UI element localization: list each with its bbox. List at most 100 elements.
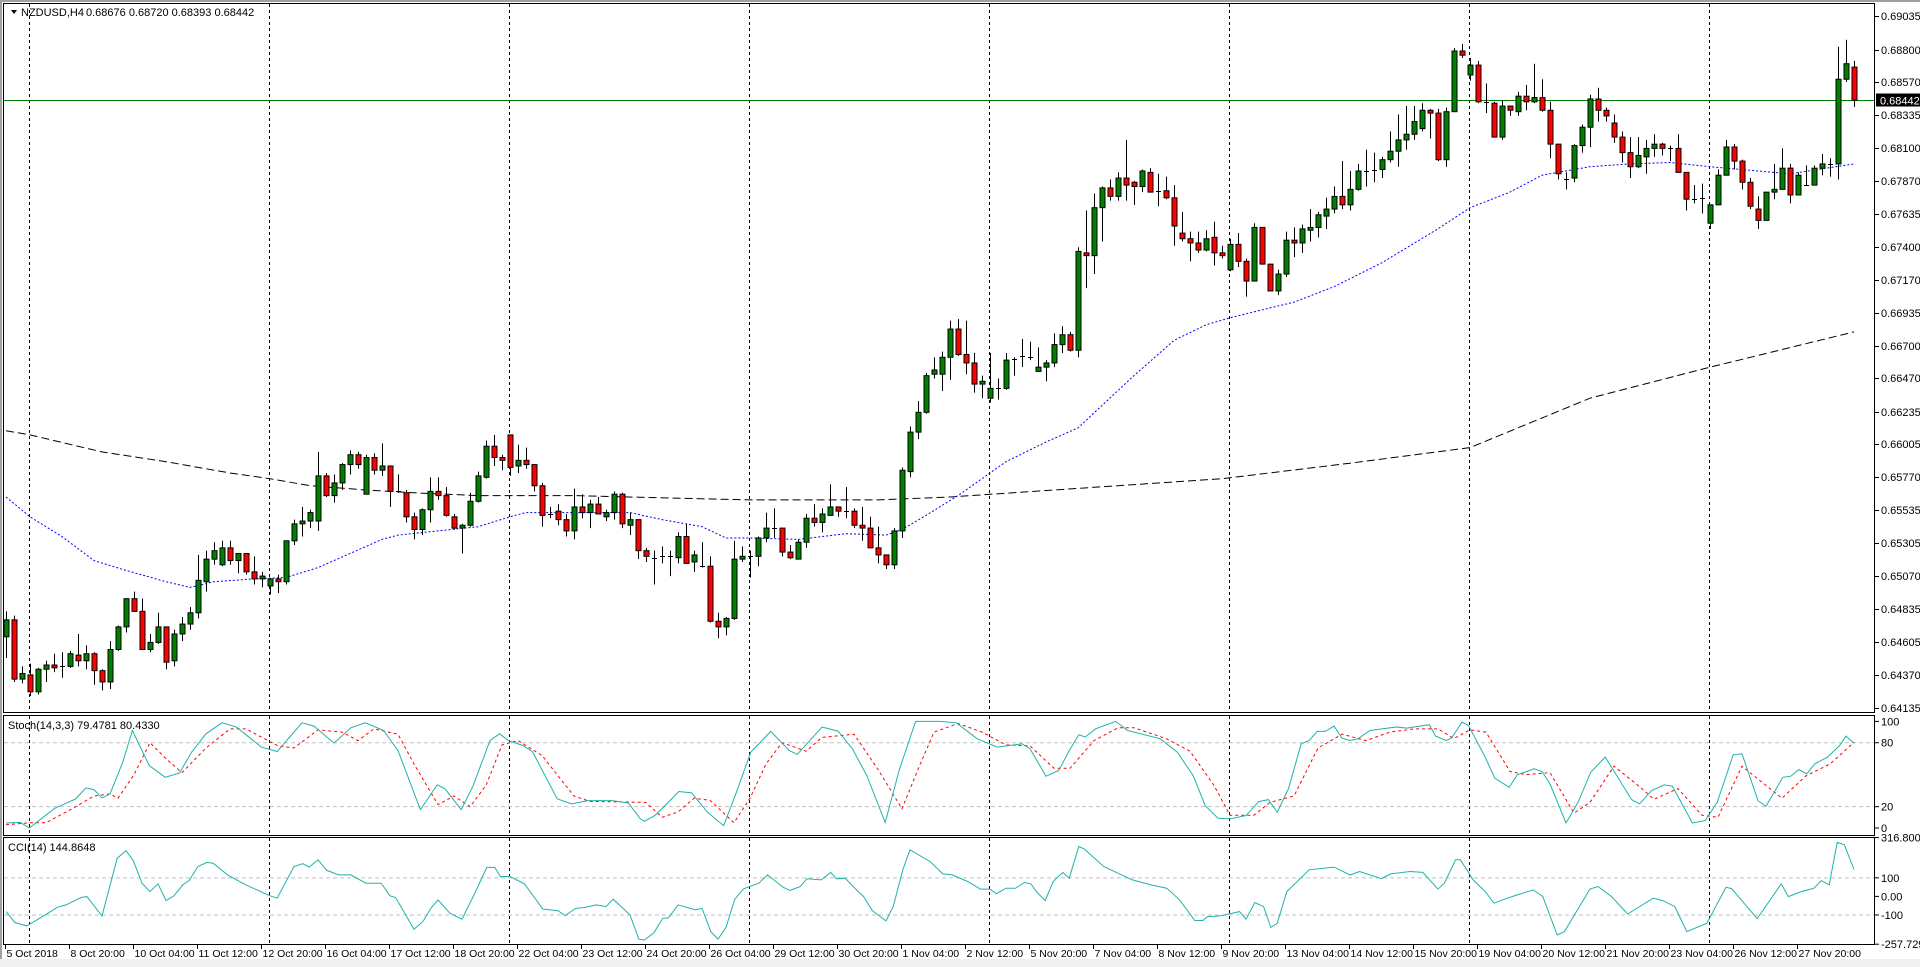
time-label: 17 Oct 12:00 bbox=[391, 948, 451, 960]
candle-body bbox=[459, 524, 466, 529]
price-plot[interactable] bbox=[4, 39, 1875, 697]
candle-body bbox=[1187, 238, 1194, 244]
candle-body bbox=[1355, 170, 1362, 190]
stoch-signal-line bbox=[5, 722, 1855, 826]
candle bbox=[1315, 211, 1322, 238]
candle bbox=[987, 353, 994, 403]
candle bbox=[1595, 87, 1602, 122]
candle-body bbox=[315, 475, 322, 522]
candle-body bbox=[1475, 64, 1482, 103]
candle bbox=[587, 499, 594, 529]
candle-body bbox=[139, 610, 146, 650]
candle bbox=[275, 574, 282, 594]
candle bbox=[1091, 193, 1098, 275]
candle bbox=[1443, 107, 1450, 167]
candle bbox=[675, 532, 682, 564]
ohlc-readout: 0.68676 0.68720 0.68393 0.68442 bbox=[86, 7, 254, 19]
candle bbox=[1028, 341, 1033, 361]
time-label: 21 Nov 20:00 bbox=[1607, 948, 1670, 960]
candle-body bbox=[971, 362, 978, 385]
candle bbox=[35, 667, 42, 695]
candle bbox=[459, 523, 466, 554]
price-label: 0.68800 bbox=[1881, 45, 1920, 57]
candle-body bbox=[1171, 197, 1178, 227]
candle-body bbox=[331, 482, 338, 497]
candle bbox=[1804, 165, 1809, 186]
candle-body bbox=[51, 664, 58, 669]
candle-body bbox=[867, 527, 874, 549]
candle bbox=[1020, 338, 1025, 368]
candle bbox=[1491, 101, 1498, 138]
candle bbox=[1387, 131, 1394, 163]
candle bbox=[1851, 60, 1858, 108]
candle-body bbox=[539, 485, 546, 516]
candle-body bbox=[683, 536, 690, 564]
candle bbox=[467, 492, 474, 527]
candle-body bbox=[1787, 167, 1794, 196]
candle bbox=[307, 509, 314, 529]
symbol-label: NZDUSD,H4 bbox=[21, 7, 84, 19]
candle bbox=[835, 506, 842, 517]
candle-body bbox=[1619, 136, 1626, 154]
vertical-grid bbox=[29, 4, 1710, 944]
candle bbox=[844, 487, 849, 519]
candle-body bbox=[1499, 105, 1506, 138]
candle bbox=[1195, 231, 1202, 253]
candle-body bbox=[1059, 334, 1066, 346]
time-axis[interactable]: 5 Oct 2018 8 Oct 20:00 10 Oct 04:00 11 Oct … bbox=[5, 945, 1862, 960]
candle-body bbox=[35, 668, 42, 693]
candle bbox=[1755, 196, 1762, 229]
candle bbox=[971, 353, 978, 393]
candle-body bbox=[1107, 187, 1114, 197]
candle bbox=[811, 504, 818, 527]
price-axis[interactable]: 0.69035 0.68800 0.68570 0.68335 0.68100 0.678… bbox=[1875, 11, 1920, 951]
candle-body bbox=[299, 520, 306, 525]
candle bbox=[1339, 161, 1346, 210]
candle-body bbox=[227, 547, 234, 562]
candle-body bbox=[83, 653, 90, 662]
stoch-axis-label: 0 bbox=[1881, 823, 1887, 835]
candle-body bbox=[931, 369, 938, 375]
stochastic-plot[interactable] bbox=[4, 720, 1875, 829]
candle-body bbox=[115, 626, 122, 650]
time-label: 5 Oct 2018 bbox=[7, 948, 59, 960]
price-label: 0.64605 bbox=[1881, 637, 1920, 649]
candle-body bbox=[1467, 64, 1474, 76]
cci-plot[interactable] bbox=[4, 841, 1875, 941]
candle bbox=[700, 542, 705, 568]
candle bbox=[1571, 144, 1578, 183]
time-label: 13 Nov 04:00 bbox=[1287, 948, 1350, 960]
candle bbox=[1291, 227, 1298, 258]
candle bbox=[123, 598, 130, 633]
candle-body bbox=[1779, 167, 1786, 190]
candle bbox=[4, 611, 10, 658]
candle bbox=[1668, 145, 1673, 162]
candle bbox=[1307, 209, 1314, 242]
candle-body bbox=[603, 512, 610, 518]
candle-body bbox=[1755, 208, 1762, 221]
candle bbox=[1539, 79, 1546, 112]
candle bbox=[939, 351, 946, 392]
cci-axis-label: 316.8004 bbox=[1881, 833, 1920, 845]
candle-body bbox=[851, 510, 858, 526]
candle bbox=[1795, 172, 1802, 196]
candle bbox=[1059, 326, 1066, 354]
candle-body bbox=[347, 454, 354, 466]
candle-body bbox=[979, 380, 986, 385]
candle-body bbox=[955, 328, 962, 355]
candle bbox=[451, 513, 458, 530]
candle bbox=[915, 401, 922, 440]
candle bbox=[171, 629, 178, 667]
stoch-panel-frame bbox=[3, 715, 1875, 836]
candle bbox=[1555, 143, 1562, 180]
price-label: 0.67870 bbox=[1881, 176, 1920, 188]
candle bbox=[371, 453, 378, 475]
candle-body bbox=[155, 626, 162, 643]
candle bbox=[851, 508, 858, 529]
candle bbox=[355, 451, 362, 469]
candle bbox=[1747, 178, 1754, 210]
triangle-down-icon[interactable] bbox=[11, 10, 17, 14]
candle bbox=[1843, 39, 1850, 83]
candle-body bbox=[899, 469, 906, 532]
